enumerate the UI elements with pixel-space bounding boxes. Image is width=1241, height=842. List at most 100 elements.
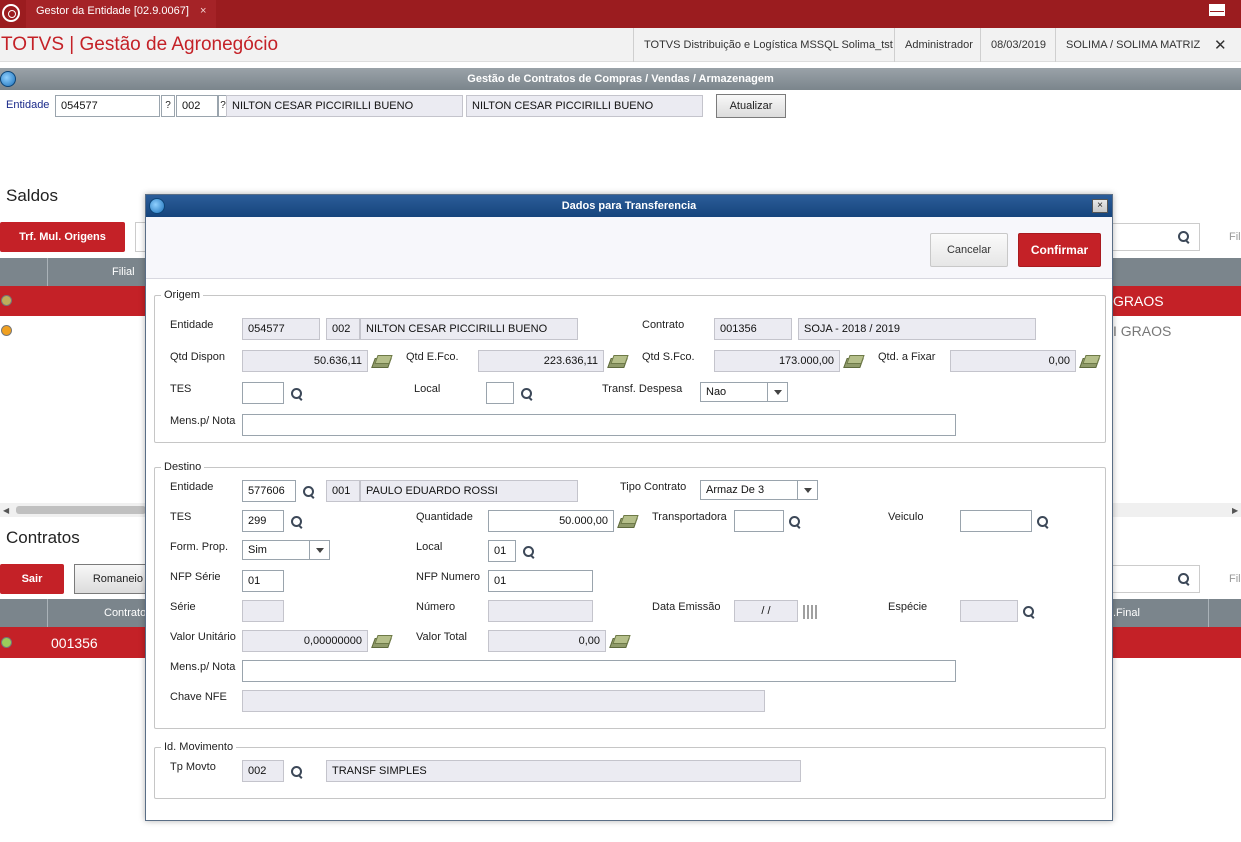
saldos-row1-desc: GRAOS [1113, 293, 1164, 309]
tipo-contrato-value: Armaz De 3 [706, 484, 765, 496]
transf-despesa-select[interactable]: Nao [700, 382, 788, 402]
money-icon[interactable] [372, 635, 390, 647]
origem-tes-search-icon[interactable] [290, 387, 304, 401]
trf-mul-origens-button[interactable]: Trf. Mul. Origens [0, 222, 125, 252]
confirm-button[interactable]: Confirmar [1018, 233, 1101, 267]
entity-code-field[interactable]: 054577 [55, 95, 160, 117]
refresh-button[interactable]: Atualizar [716, 94, 786, 118]
tp-movto-label: Tp Movto [170, 761, 216, 773]
screen-title-bar: Gestão de Contratos de Compras / Vendas … [0, 68, 1241, 90]
app-title: TOTVS | Gestão de Agronegócio [1, 34, 279, 55]
money-icon[interactable] [1080, 355, 1098, 367]
transportadora-search-icon[interactable] [788, 515, 802, 529]
quantidade-field[interactable]: 50.000,00 [488, 510, 614, 532]
entity-label: Entidade [6, 99, 50, 111]
tab-title: Gestor da Entidade [02.9.0067] [36, 5, 189, 17]
money-icon[interactable] [618, 515, 636, 527]
chave-nfe-field [242, 690, 765, 712]
money-icon[interactable] [610, 635, 628, 647]
valor-total-label: Valor Total [416, 631, 467, 643]
contratos-filter-label: Fil [1229, 573, 1241, 585]
company-info: SOLIMA / SOLIMA MATRIZ [1055, 28, 1210, 62]
numero-field [488, 600, 593, 622]
origem-contrato-label: Contrato [642, 319, 685, 331]
destino-tes-field[interactable]: 299 [242, 510, 284, 532]
origem-mens-field[interactable] [242, 414, 956, 436]
especie-search-icon[interactable] [1022, 605, 1036, 619]
qtd-efco-field: 223.636,11 [478, 350, 604, 372]
especie-field [960, 600, 1018, 622]
tipo-contrato-select[interactable]: Armaz De 3 [700, 480, 818, 500]
chevron-down-icon [797, 481, 817, 499]
romaneio-button[interactable]: Romaneio [74, 564, 146, 594]
tab-gestor-entidade[interactable]: Gestor da Entidade [02.9.0067] × [26, 0, 217, 28]
contratos-col-contrato: Contrato [104, 607, 147, 619]
saldos-search-icon[interactable] [1177, 230, 1191, 244]
origem-local-search-icon[interactable] [520, 387, 534, 401]
destino-local-search-icon[interactable] [522, 545, 536, 559]
destino-local-field[interactable]: 01 [488, 540, 516, 562]
dialog-close-button[interactable]: × [1092, 199, 1108, 213]
date-info: 08/03/2019 [980, 28, 1056, 62]
entity-store-field[interactable]: 002 [176, 95, 218, 117]
status-dot-icon [1, 325, 12, 336]
origem-local-label: Local [414, 383, 441, 395]
money-icon[interactable] [608, 355, 626, 367]
status-dot-icon [1, 637, 12, 648]
destino-entidade-store: 001 [326, 480, 360, 502]
destino-entidade-name: PAULO EDUARDO ROSSI [360, 480, 578, 502]
transf-despesa-label: Transf. Despesa [602, 383, 683, 395]
qtd-sfco-field: 173.000,00 [714, 350, 840, 372]
destino-tes-search-icon[interactable] [290, 515, 304, 529]
mail-icon[interactable] [1209, 4, 1225, 16]
transportadora-field[interactable] [734, 510, 784, 532]
nfp-serie-label: NFP Série [170, 571, 221, 583]
contratos-search-icon[interactable] [1177, 572, 1191, 586]
destino-mens-field[interactable] [242, 660, 956, 682]
destino-tes-label: TES [170, 511, 192, 523]
nfp-numero-label: NFP Numero [416, 571, 480, 583]
qtd-sfco-label: Qtd S.Fco. [642, 351, 695, 363]
status-dot-icon [1, 295, 12, 306]
form-prop-select[interactable]: Sim [242, 540, 330, 560]
entity-code-lookup[interactable]: ? [161, 95, 175, 117]
serie-label: Série [170, 601, 196, 613]
transf-despesa-value: Nao [706, 386, 727, 398]
contratos-title: Contratos [6, 528, 80, 547]
cancel-button[interactable]: Cancelar [930, 233, 1008, 267]
qtd-efco-label: Qtd E.Fco. [406, 351, 459, 363]
data-emissao-label: Data Emissão [652, 601, 721, 613]
veiculo-search-icon[interactable] [1036, 515, 1050, 529]
saldos-col-filial: Filial [112, 266, 135, 278]
origem-tes-field[interactable] [242, 382, 284, 404]
calendar-icon[interactable] [803, 605, 819, 619]
transfer-dialog: Dados para Transferencia × Cancelar Conf… [145, 194, 1113, 821]
money-icon[interactable] [372, 355, 390, 367]
origem-local-field[interactable] [486, 382, 514, 404]
transportadora-label: Transportadora [652, 511, 727, 523]
nfp-serie-field[interactable]: 01 [242, 570, 284, 592]
tab-close-icon[interactable]: × [199, 5, 207, 17]
data-emissao-field: / / [734, 600, 798, 622]
valor-unitario-field: 0,00000000 [242, 630, 368, 652]
veiculo-field[interactable] [960, 510, 1032, 532]
tp-movto-code: 002 [242, 760, 284, 782]
qtd-fixar-label: Qtd. a Fixar [878, 351, 936, 363]
tp-movto-search-icon[interactable] [290, 765, 304, 779]
origem-tes-label: TES [170, 383, 192, 395]
destino-entidade-code[interactable]: 577606 [242, 480, 296, 502]
close-app-icon[interactable]: ✕ [1214, 37, 1227, 54]
nfp-numero-field[interactable]: 01 [488, 570, 593, 592]
chevron-down-icon [767, 383, 787, 401]
environment-info: TOTVS Distribuição e Logística MSSQL Sol… [633, 28, 903, 62]
destino-entidade-search-icon[interactable] [302, 485, 316, 499]
destino-group [154, 467, 1106, 729]
money-icon[interactable] [844, 355, 862, 367]
qtd-dispon-label: Qtd Dispon [170, 351, 226, 363]
window-icon [0, 71, 16, 87]
saldos-button-cut [135, 222, 147, 252]
tipo-contrato-label: Tipo Contrato [620, 481, 687, 493]
origem-entidade-name: NILTON CESAR PICCIRILLI BUENO [360, 318, 578, 340]
exit-button[interactable]: Sair [0, 564, 64, 594]
movimento-group [154, 747, 1106, 799]
